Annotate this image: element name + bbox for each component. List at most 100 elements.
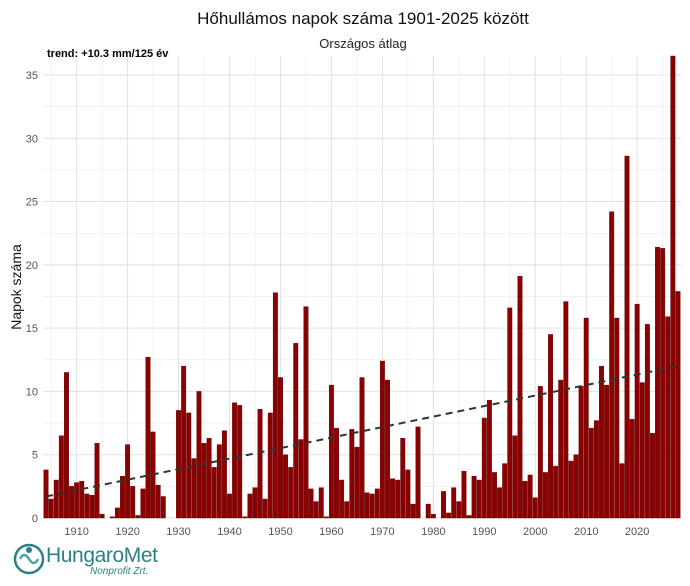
bar xyxy=(130,486,136,519)
chart-subtitle: Országos átlag xyxy=(319,36,406,51)
bar xyxy=(466,515,472,519)
logo-name: HungaroMet xyxy=(46,544,158,567)
bar xyxy=(186,412,192,519)
hungaromet-mark-icon xyxy=(13,543,45,575)
bar xyxy=(84,493,90,519)
bars xyxy=(43,55,681,519)
bar xyxy=(522,481,528,519)
y-tick-label: 30 xyxy=(26,133,38,145)
x-tick-label: 1920 xyxy=(115,526,139,538)
x-tick-label: 1990 xyxy=(472,526,496,538)
bar xyxy=(644,324,650,519)
bar xyxy=(140,488,146,519)
bar xyxy=(145,357,151,519)
bar xyxy=(578,386,584,519)
x-tick-label: 1950 xyxy=(268,526,292,538)
bar xyxy=(308,488,314,519)
bar xyxy=(517,276,523,519)
bar xyxy=(374,488,380,519)
bar xyxy=(63,372,69,519)
bar xyxy=(257,408,263,519)
bar xyxy=(94,443,100,519)
bar xyxy=(471,476,477,519)
bar xyxy=(665,316,671,519)
chart-title: Hőhullámos napok száma 1901-2025 között xyxy=(197,9,529,28)
bar xyxy=(120,476,125,519)
bar xyxy=(89,495,95,519)
bar xyxy=(334,427,339,519)
hungaromet-logo: HungaroMet Nonprofit Zrt. xyxy=(12,540,182,582)
bar xyxy=(670,55,676,519)
y-tick-label: 25 xyxy=(26,197,38,209)
x-tick-label: 2010 xyxy=(574,526,598,538)
bar xyxy=(497,487,503,519)
x-tick-label: 2020 xyxy=(625,526,649,538)
bar xyxy=(69,486,74,519)
bar xyxy=(272,292,278,519)
bar xyxy=(395,479,401,519)
bar xyxy=(573,454,579,519)
bar xyxy=(339,479,345,519)
bar xyxy=(614,317,620,519)
bar xyxy=(639,382,645,519)
bar xyxy=(558,379,564,519)
bar xyxy=(48,498,54,519)
x-tick-label: 1960 xyxy=(319,526,343,538)
bar xyxy=(553,465,559,519)
bar xyxy=(221,430,227,519)
bar xyxy=(318,487,324,519)
bar xyxy=(232,402,238,519)
x-tick-label: 1940 xyxy=(217,526,241,538)
bar xyxy=(216,444,222,519)
y-axis-label: Napok száma xyxy=(8,244,24,330)
bar xyxy=(283,454,289,519)
bar xyxy=(415,426,421,519)
bar xyxy=(543,472,548,519)
bar xyxy=(507,307,513,519)
bar xyxy=(583,317,589,519)
y-tick-label: 10 xyxy=(26,386,38,398)
bar xyxy=(675,291,681,519)
bar xyxy=(160,496,166,519)
bar xyxy=(476,479,482,519)
bar xyxy=(492,472,497,519)
bar xyxy=(201,443,207,519)
x-tick-label: 1980 xyxy=(421,526,445,538)
bar xyxy=(604,384,610,519)
bar xyxy=(242,516,248,519)
bar xyxy=(537,386,543,519)
bar xyxy=(379,360,385,519)
bar xyxy=(660,248,666,519)
bar xyxy=(247,493,253,519)
logo-subtitle: Nonprofit Zrt. xyxy=(90,566,149,577)
bar xyxy=(425,503,431,519)
bar xyxy=(313,501,319,519)
bar xyxy=(405,469,411,519)
bar xyxy=(323,516,329,519)
y-tick-label: 35 xyxy=(26,70,38,82)
bar xyxy=(181,365,187,519)
bar xyxy=(227,493,232,519)
bar xyxy=(609,211,615,519)
bar xyxy=(298,439,304,519)
bar xyxy=(237,405,243,519)
x-tick-labels: 1910 1920 1930 1940 1950 1960 1970 1980 1990 2000… xyxy=(64,526,649,538)
bar xyxy=(252,487,258,519)
y-tick-label: 20 xyxy=(26,260,38,272)
x-tick-label: 1970 xyxy=(370,526,394,538)
bar xyxy=(288,467,294,519)
bar xyxy=(109,516,115,519)
bar xyxy=(446,512,452,519)
bar xyxy=(619,463,625,519)
bar xyxy=(328,384,334,519)
bar xyxy=(191,458,197,519)
bar xyxy=(135,515,141,519)
bar xyxy=(349,429,355,519)
bar xyxy=(588,427,594,519)
x-tick-label: 1910 xyxy=(64,526,88,538)
trend-label: trend: +10.3 mm/125 év xyxy=(47,48,169,60)
bar xyxy=(303,306,309,519)
bar xyxy=(155,484,161,519)
bar xyxy=(206,438,212,519)
